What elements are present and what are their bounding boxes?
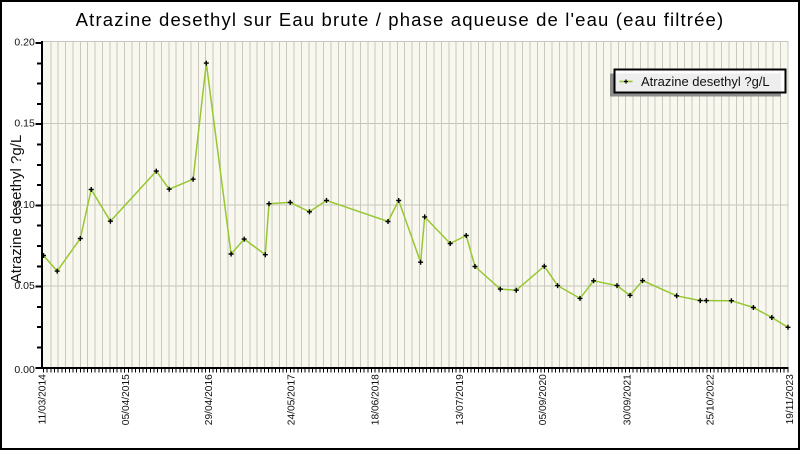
svg-text:19/11/2023: 19/11/2023 [785, 374, 796, 425]
svg-text:0.00: 0.00 [14, 364, 35, 376]
svg-text:11/03/2014: 11/03/2014 [37, 374, 48, 425]
svg-text:0.15: 0.15 [14, 118, 35, 130]
svg-text:05/09/2020: 05/09/2020 [538, 374, 549, 425]
svg-text:Atrazine desethyl sur Eau brut: Atrazine desethyl sur Eau brute / phase … [76, 9, 725, 30]
svg-text:0.10: 0.10 [14, 199, 35, 211]
svg-text:05/04/2015: 05/04/2015 [121, 374, 132, 425]
svg-text:30/09/2021: 30/09/2021 [622, 374, 633, 425]
svg-text:Atrazine desethyl ?g/L: Atrazine desethyl ?g/L [8, 135, 25, 283]
svg-text:25/10/2022: 25/10/2022 [705, 374, 716, 425]
svg-text:29/04/2016: 29/04/2016 [204, 374, 215, 425]
svg-text:0.05: 0.05 [14, 280, 35, 292]
svg-text:13/07/2019: 13/07/2019 [455, 374, 466, 425]
svg-text:18/06/2018: 18/06/2018 [370, 374, 381, 425]
svg-text:0.20: 0.20 [14, 36, 35, 48]
svg-text:Atrazine desethyl ?g/L: Atrazine desethyl ?g/L [641, 74, 770, 89]
svg-text:24/05/2017: 24/05/2017 [286, 374, 297, 425]
